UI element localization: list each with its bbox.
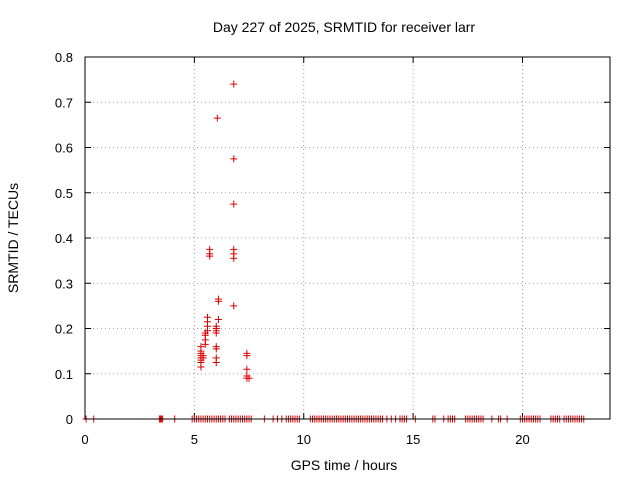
data-point [212,343,220,351]
data-point [230,155,238,163]
y-tick-label: 0.3 [55,276,73,291]
y-axis-label: SRMTID / TECUs [5,183,21,293]
data-point [204,313,211,321]
data-point [230,245,238,253]
data-point [197,343,205,351]
data-point [212,322,220,330]
y-tick-label: 0.7 [55,95,73,110]
y-tick-label: 0.2 [55,322,73,337]
data-point [245,374,253,382]
data-point [213,114,221,122]
data-point [212,354,220,362]
x-tick-label: 10 [297,432,311,447]
data-point [230,302,238,310]
data-point [243,365,251,373]
data-point [230,200,238,208]
axis-ticks: 0 0.1 0.2 0.3 0.4 0.5 0.6 0.7 0.8 0 5 10 15 20 [55,50,610,447]
x-tick-label: 20 [515,432,529,447]
data-point [206,245,214,253]
data-point [214,295,222,303]
x-axis-label: GPS time / hours [291,457,398,473]
x-tick-label: 0 [81,432,88,447]
data-point [230,80,238,88]
x-tick-label: 15 [406,432,420,447]
y-tick-label: 0.1 [55,367,73,382]
x-tick-label: 5 [191,432,198,447]
data-points [82,80,588,423]
data-point [199,352,207,360]
y-tick-label: 0 [66,412,73,427]
y-tick-label: 0.5 [55,186,73,201]
plot-frame [84,56,611,420]
grid-lines [85,57,610,419]
y-tick-label: 0.6 [55,141,73,156]
chart-title: Day 227 of 2025, SRMTID for receiver lar… [213,19,476,35]
data-point [214,315,222,323]
y-tick-label: 0.8 [55,50,73,65]
data-point [243,349,251,357]
y-tick-label: 0.4 [55,231,73,246]
